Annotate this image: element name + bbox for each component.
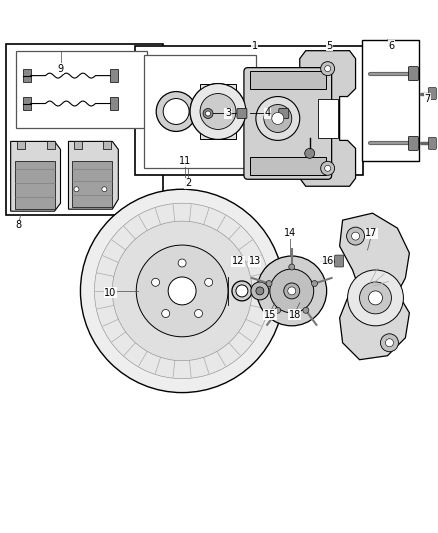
Circle shape — [305, 148, 314, 158]
Circle shape — [325, 66, 331, 71]
Circle shape — [95, 203, 270, 378]
FancyBboxPatch shape — [244, 68, 332, 179]
Circle shape — [163, 99, 189, 124]
Text: 5: 5 — [326, 41, 333, 51]
Polygon shape — [300, 51, 356, 186]
Circle shape — [368, 291, 382, 305]
FancyBboxPatch shape — [408, 67, 418, 80]
Circle shape — [152, 278, 159, 286]
Circle shape — [381, 334, 399, 352]
Text: 4: 4 — [265, 109, 271, 118]
Circle shape — [348, 270, 403, 326]
Circle shape — [288, 287, 296, 295]
Circle shape — [266, 280, 272, 287]
Bar — [361, 40, 419, 161]
Text: 18: 18 — [289, 310, 301, 320]
Circle shape — [311, 280, 318, 287]
Circle shape — [156, 92, 196, 132]
Circle shape — [168, 277, 196, 305]
Circle shape — [284, 283, 300, 299]
Circle shape — [236, 285, 248, 297]
Bar — [110, 69, 118, 82]
Polygon shape — [68, 141, 118, 209]
Text: 8: 8 — [16, 220, 22, 230]
Bar — [23, 97, 31, 110]
Text: 7: 7 — [424, 93, 431, 103]
Circle shape — [162, 310, 170, 318]
Circle shape — [102, 187, 107, 192]
Text: 9: 9 — [57, 63, 64, 74]
Bar — [200, 84, 236, 140]
Circle shape — [321, 62, 335, 76]
FancyBboxPatch shape — [428, 138, 436, 149]
Circle shape — [275, 308, 281, 313]
Bar — [17, 141, 25, 149]
Polygon shape — [72, 161, 112, 207]
Bar — [103, 141, 111, 149]
Bar — [110, 97, 118, 110]
Circle shape — [136, 245, 228, 337]
Text: 11: 11 — [179, 156, 191, 166]
Circle shape — [205, 278, 213, 286]
Circle shape — [360, 282, 392, 314]
Text: 3: 3 — [225, 109, 231, 118]
Circle shape — [190, 84, 246, 140]
Circle shape — [178, 259, 186, 267]
Circle shape — [256, 287, 264, 295]
Circle shape — [257, 256, 327, 326]
FancyBboxPatch shape — [237, 109, 247, 118]
Bar — [135, 46, 363, 175]
Circle shape — [352, 232, 360, 240]
Circle shape — [194, 310, 202, 318]
FancyBboxPatch shape — [279, 109, 289, 118]
Polygon shape — [14, 161, 54, 209]
Circle shape — [203, 109, 213, 118]
Circle shape — [256, 96, 300, 140]
Circle shape — [200, 94, 236, 130]
FancyBboxPatch shape — [408, 136, 418, 150]
Text: 15: 15 — [264, 310, 276, 320]
Text: 2: 2 — [185, 178, 191, 188]
Polygon shape — [339, 213, 410, 360]
Circle shape — [325, 165, 331, 171]
Bar — [6, 44, 163, 215]
Text: 16: 16 — [321, 256, 334, 266]
FancyBboxPatch shape — [335, 255, 343, 267]
Circle shape — [251, 282, 269, 300]
Text: 13: 13 — [249, 256, 261, 266]
Bar — [318, 99, 338, 139]
Circle shape — [190, 84, 246, 140]
Text: 17: 17 — [365, 228, 378, 238]
Circle shape — [81, 189, 284, 393]
Circle shape — [321, 161, 335, 175]
FancyBboxPatch shape — [428, 87, 436, 100]
Circle shape — [346, 227, 364, 245]
Bar — [250, 157, 326, 175]
Circle shape — [112, 221, 252, 361]
Text: 14: 14 — [284, 228, 296, 238]
Circle shape — [289, 264, 295, 270]
Circle shape — [264, 104, 292, 132]
Circle shape — [74, 187, 79, 192]
Circle shape — [232, 281, 252, 301]
Circle shape — [272, 112, 284, 124]
Text: 10: 10 — [104, 288, 117, 298]
Bar — [74, 141, 82, 149]
Circle shape — [205, 111, 211, 116]
Text: 6: 6 — [389, 41, 395, 51]
Text: 1: 1 — [252, 41, 258, 51]
Circle shape — [385, 339, 393, 347]
Text: 12: 12 — [232, 256, 244, 266]
Bar — [23, 69, 31, 82]
Bar — [144, 55, 256, 168]
Bar — [16, 51, 147, 128]
Circle shape — [303, 308, 309, 313]
Circle shape — [270, 269, 314, 313]
Bar — [250, 71, 326, 88]
Polygon shape — [11, 141, 60, 211]
Bar — [46, 141, 54, 149]
Circle shape — [200, 94, 236, 130]
